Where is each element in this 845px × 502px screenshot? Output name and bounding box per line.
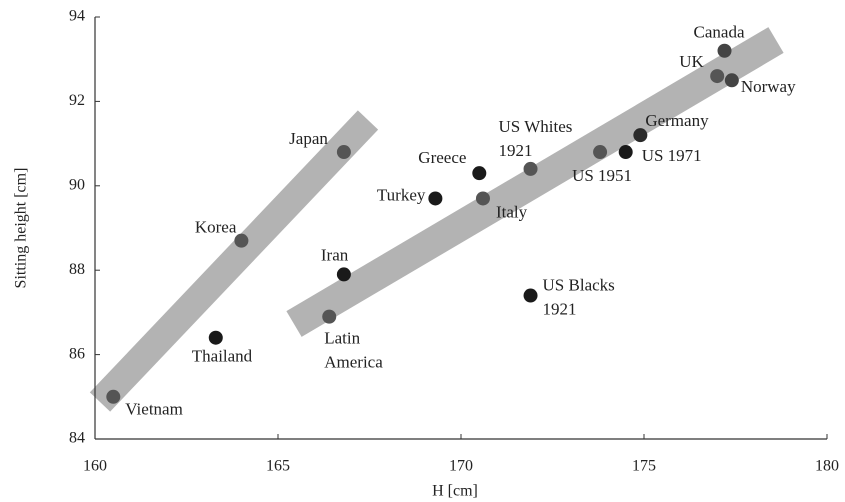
y-axis-label: Sitting height [cm] xyxy=(13,168,30,289)
x-tick-label: 180 xyxy=(815,458,839,475)
point-label: Norway xyxy=(741,77,796,96)
y-tick-label: 92 xyxy=(69,92,85,109)
point-label: America xyxy=(324,353,383,372)
point-label: Iran xyxy=(321,245,349,264)
point xyxy=(336,145,351,160)
point xyxy=(336,267,351,282)
point-label: Japan xyxy=(289,129,328,148)
point-label: Korea xyxy=(195,218,237,237)
point xyxy=(523,161,538,176)
point-label: Canada xyxy=(694,23,745,42)
trend-band xyxy=(286,27,784,337)
point xyxy=(593,145,608,160)
point xyxy=(618,145,633,160)
point xyxy=(633,128,648,143)
point-label: UK xyxy=(679,52,704,71)
point-label: Germany xyxy=(645,111,709,130)
point-label: Thailand xyxy=(192,347,253,366)
point xyxy=(106,389,121,404)
x-tick-label: 165 xyxy=(266,458,290,475)
x-tick-label: 170 xyxy=(449,458,473,475)
y-tick-label: 94 xyxy=(69,8,85,25)
point xyxy=(717,43,732,58)
point xyxy=(208,330,223,345)
point xyxy=(234,233,249,248)
point xyxy=(428,191,443,206)
point xyxy=(710,69,725,84)
point-label: Turkey xyxy=(377,185,426,204)
y-tick-label: 90 xyxy=(69,176,85,193)
point xyxy=(322,309,337,324)
point-label: 1921 xyxy=(543,299,577,318)
y-tick-label: 84 xyxy=(69,430,85,447)
point-label: Italy xyxy=(496,202,528,221)
point xyxy=(523,288,538,303)
point xyxy=(472,166,487,181)
point-label: Greece xyxy=(418,148,466,167)
point xyxy=(724,73,739,88)
x-tick-label: 160 xyxy=(83,458,107,475)
x-axis-label: H [cm] xyxy=(432,483,478,500)
point-label: US Whites xyxy=(499,117,573,136)
point-label: US 1951 xyxy=(572,166,632,185)
point-label: 1921 xyxy=(499,141,533,160)
point-label: US Blacks xyxy=(543,275,615,294)
point-label: Vietnam xyxy=(125,400,183,419)
y-tick-label: 86 xyxy=(69,345,85,362)
x-tick-label: 175 xyxy=(632,458,656,475)
trend-band xyxy=(89,110,379,412)
point xyxy=(475,191,490,206)
y-tick-label: 88 xyxy=(69,261,85,278)
point-label: US 1971 xyxy=(642,146,702,165)
point-label: Latin xyxy=(324,329,360,348)
